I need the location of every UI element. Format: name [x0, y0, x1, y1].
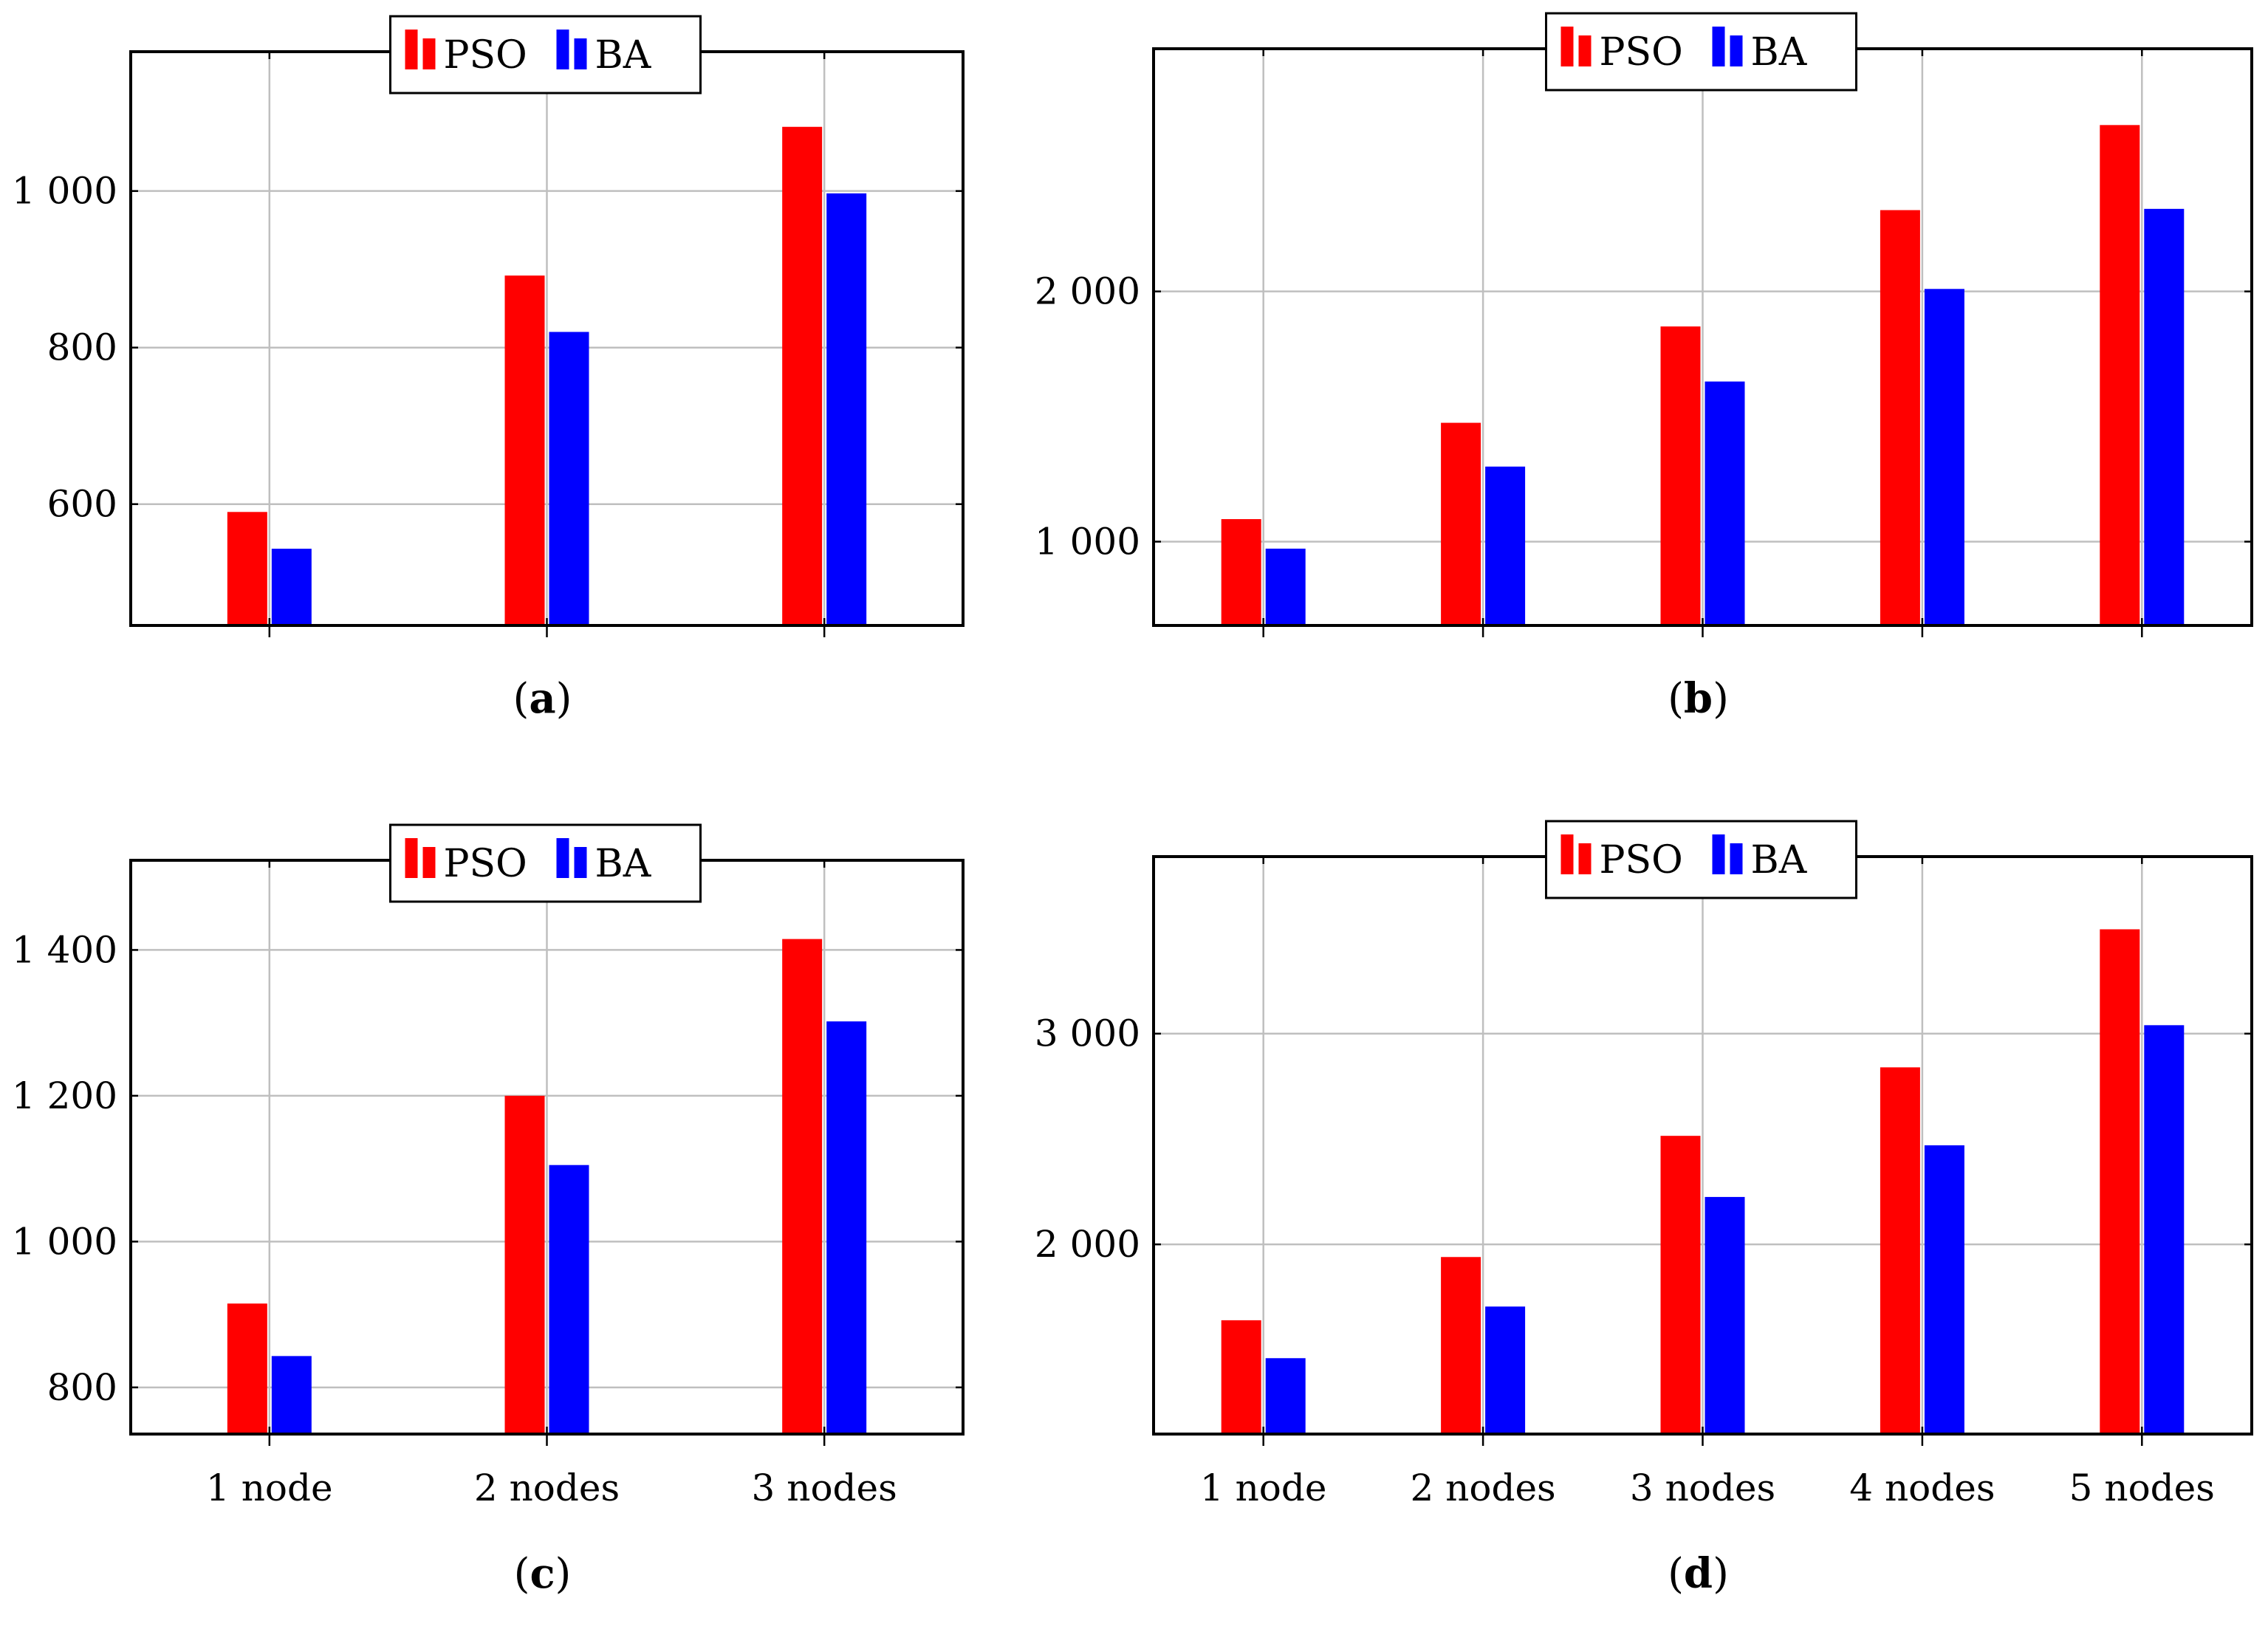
legend-swatch-pso [422, 847, 436, 878]
y-tick-label: 800 [47, 326, 117, 369]
y-tick-label: 2 000 [1035, 1223, 1140, 1266]
y-tick-label: 1 000 [12, 1220, 117, 1263]
legend-swatch-pso [1578, 843, 1592, 874]
legend: PSO BA [1545, 12, 1857, 92]
bar-pso-3 [1660, 1136, 1701, 1434]
legend-swatch-ba [1730, 35, 1743, 66]
bar-pso-1 [1221, 518, 1261, 625]
bar-ba-2 [1485, 466, 1526, 625]
bar-pso-1 [227, 1303, 267, 1434]
chart-d: 2 000 3 000 1 node 2 nodes 3 nodes 4 nodes 5 n… [1035, 820, 2253, 1598]
bar-pso-2 [1441, 1257, 1481, 1434]
bar-ba-1 [1265, 1358, 1306, 1434]
chart-a: 600 800 1 000 PSO BA (a) [12, 15, 965, 723]
y-tick-label: 1 000 [12, 170, 117, 213]
bar-ba-3 [826, 193, 867, 625]
panel-caption: (a) [513, 674, 572, 723]
bar-pso-4 [1880, 1067, 1920, 1434]
x-tick-label: 3 nodes [752, 1467, 897, 1509]
bar-ba-2 [549, 332, 589, 625]
legend-swatch-pso [405, 30, 418, 69]
panel-caption: (b) [1668, 674, 1729, 723]
legend-label-ba: BA [595, 842, 652, 886]
legend-label-ba: BA [1751, 30, 1808, 75]
legend-label-pso: PSO [444, 842, 527, 886]
legend-swatch-pso [1560, 27, 1574, 66]
x-tick-label: 2 nodes [1410, 1467, 1555, 1509]
x-tick-label: 2 nodes [474, 1467, 620, 1509]
legend-label-pso: PSO [444, 33, 527, 78]
legend-swatch-ba [556, 30, 569, 69]
bar-pso-2 [504, 275, 545, 625]
y-tick-label: 600 [47, 483, 117, 526]
legend-swatch-pso [422, 38, 436, 69]
y-tick-label: 2 000 [1035, 270, 1140, 313]
x-tick-label: 3 nodes [1630, 1467, 1775, 1509]
x-tick-label: 5 nodes [2069, 1467, 2215, 1509]
bar-pso-1 [227, 512, 267, 625]
legend: PSO BA [389, 15, 702, 95]
bar-pso-3 [782, 126, 823, 625]
legend-swatch-ba [574, 847, 587, 878]
y-tick-label: 3 000 [1035, 1012, 1140, 1055]
bar-ba-3 [826, 1021, 867, 1434]
legend-box [389, 823, 702, 903]
y-tick-label: 1 000 [1035, 520, 1140, 563]
bar-pso-5 [2100, 125, 2140, 626]
legend-box [1545, 820, 1857, 899]
legend-swatch-pso [1560, 834, 1574, 874]
bar-pso-1 [1221, 1320, 1261, 1434]
bar-ba-3 [1705, 381, 1745, 625]
x-tick-label: 1 node [206, 1467, 333, 1509]
legend: PSO BA [1545, 820, 1857, 899]
bar-ba-1 [271, 1356, 312, 1434]
bar-pso-5 [2100, 929, 2140, 1434]
legend-box [389, 15, 702, 95]
bar-ba-4 [1924, 289, 1964, 625]
bar-ba-2 [1485, 1306, 1526, 1434]
bar-pso-2 [1441, 422, 1481, 625]
y-tick-label: 800 [47, 1366, 117, 1409]
legend: PSO BA [389, 823, 702, 903]
legend-swatch-pso [405, 838, 418, 878]
panel-caption: (c) [514, 1549, 572, 1598]
bar-pso-2 [504, 1095, 545, 1434]
bar-ba-4 [1924, 1145, 1964, 1434]
legend-swatch-pso [1578, 35, 1592, 66]
y-tick-label: 1 200 [12, 1074, 117, 1117]
legend-swatch-ba [574, 38, 587, 69]
legend-box [1545, 12, 1857, 92]
x-tick-label: 1 node [1200, 1467, 1327, 1509]
y-tick-label: 1 400 [12, 928, 117, 971]
legend-label-ba: BA [595, 33, 652, 78]
bar-pso-3 [1660, 326, 1701, 625]
legend-swatch-ba [1712, 27, 1725, 66]
legend-swatch-ba [1712, 834, 1725, 874]
bar-ba-1 [271, 549, 312, 625]
bar-pso-4 [1880, 210, 1920, 626]
legend-swatch-ba [1730, 843, 1743, 874]
x-tick-label: 4 nodes [1849, 1467, 1995, 1509]
legend-label-pso: PSO [1600, 30, 1683, 75]
bar-ba-1 [1265, 548, 1306, 625]
bar-pso-3 [782, 939, 823, 1434]
chart-b: 1 000 2 000 PSO BA (b) [1035, 12, 2253, 723]
panel-caption: (d) [1668, 1549, 1729, 1598]
bar-ba-2 [549, 1165, 589, 1434]
legend-label-pso: PSO [1600, 838, 1683, 882]
bar-ba-5 [2144, 1025, 2185, 1434]
bar-ba-5 [2144, 208, 2185, 625]
bar-ba-3 [1705, 1196, 1745, 1434]
legend-swatch-ba [556, 838, 569, 878]
chart-c: 800 1 000 1 200 1 400 1 node 2 nodes 3 nodes PS… [12, 823, 965, 1598]
legend-label-ba: BA [1751, 838, 1808, 882]
